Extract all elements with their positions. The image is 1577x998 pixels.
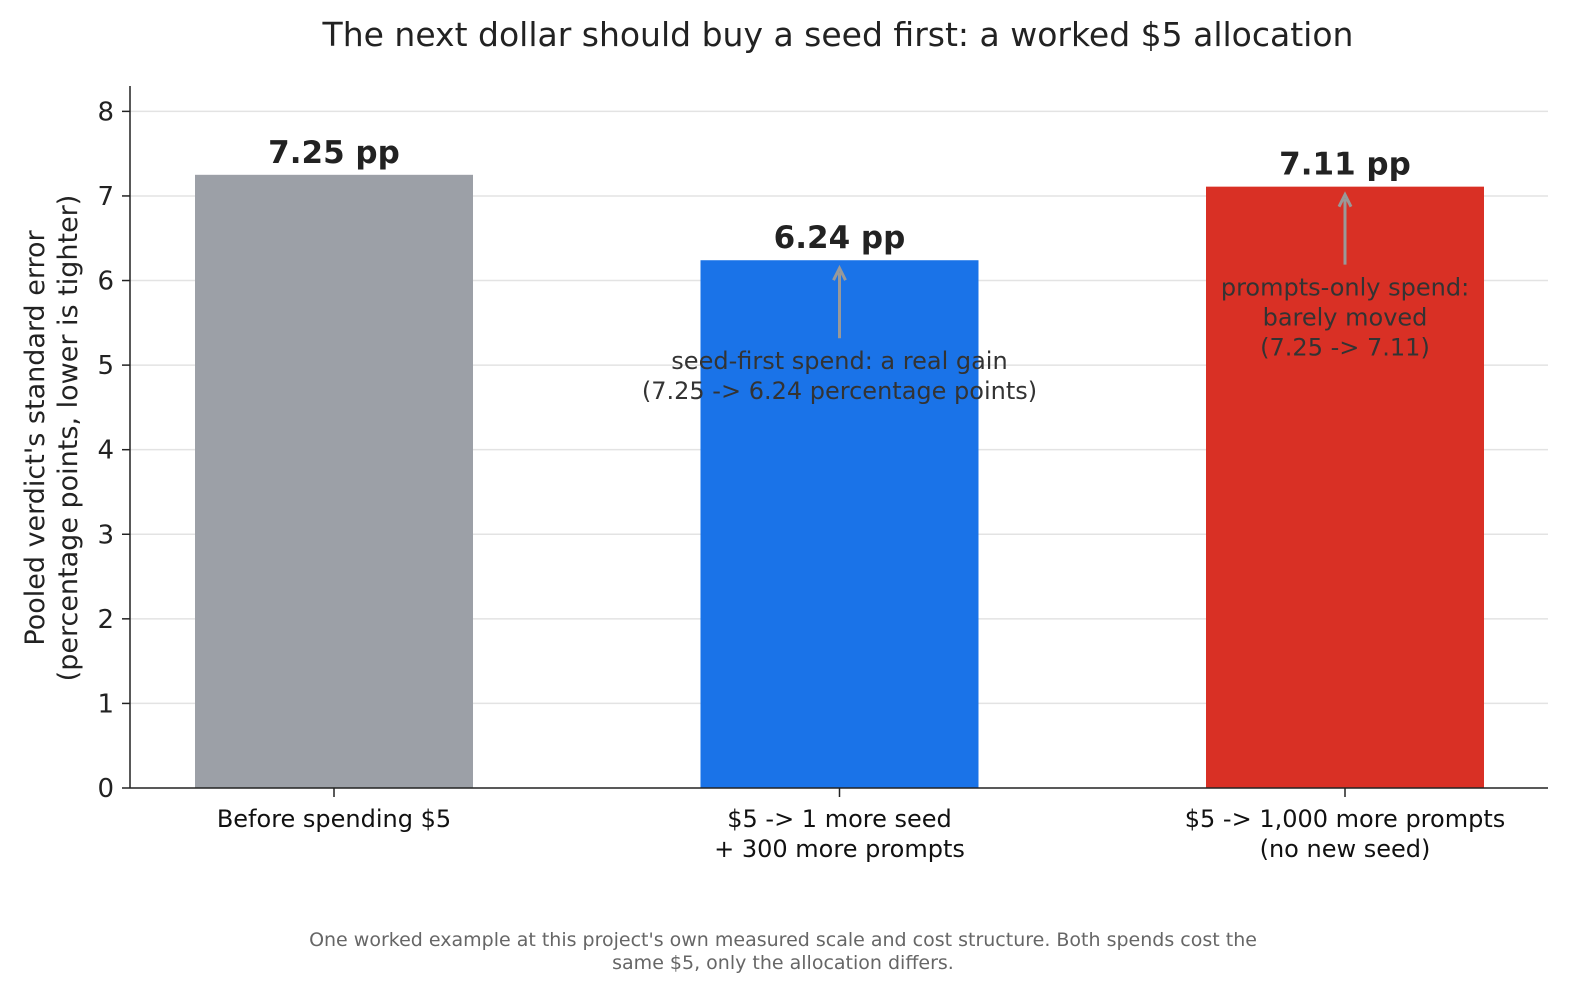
annotation-text-line: barely moved [1263,304,1428,332]
y-tick-label: 6 [97,267,114,297]
annotation-text-line: seed-first spend: a real gain [671,347,1007,375]
y-tick-label: 0 [97,774,114,804]
bar-value-label: 6.24 pp [774,220,906,256]
annotation-arrowhead [832,264,847,281]
y-tick-label: 4 [97,436,114,466]
x-category-label: $5 -> 1 more seed + 300 more prompts [714,805,965,863]
y-tick-label: 3 [97,520,114,550]
bar [1206,186,1484,788]
labels: 0 1 2 3 4 5 6 7 8 7.25 pp Before spending $5 6.24 p… [97,97,1505,863]
annotation-text: prompts-only spend: barely moved (7.25 -> … [1221,274,1469,362]
x-category-label-line: + 300 more prompts [714,835,965,863]
axes [122,86,1548,797]
annotation-text-line: (7.25 -> 6.24 percentage points) [642,377,1037,405]
y-axis-label: Pooled verdict's standard error(percenta… [20,195,84,682]
chart-footnote-line: One worked example at this project's own… [309,929,1257,951]
y-tick-label: 5 [97,351,114,381]
y-tick-label: 7 [97,182,114,212]
chart-title: The next dollar should buy a seed first:… [322,15,1354,54]
x-category-label: Before spending $5 [217,805,451,833]
bar-value-label: 7.11 pp [1279,147,1411,183]
chart-footnote: One worked example at this project's own… [309,929,1257,974]
y-axis-label-line: (percentage points, lower is tighter) [53,195,84,682]
y-tick-label: 2 [97,605,114,635]
annotation-text-line: (7.25 -> 7.11) [1260,334,1430,362]
bar [195,174,473,788]
y-axis-label-line: Pooled verdict's standard error [20,229,51,645]
bar-value-label: 7.25 pp [268,135,400,171]
x-category-label-line: $5 -> 1 more seed [727,805,952,833]
bars [195,174,1484,788]
y-tick-label: 8 [97,97,114,127]
x-category-label: $5 -> 1,000 more prompts (no new seed) [1185,805,1505,863]
chart-footnote-line: same $5, only the allocation differs. [612,952,954,974]
bar [700,260,979,788]
y-tick-label: 1 [97,689,114,719]
x-category-label-line: Before spending $5 [217,805,451,833]
annotation-arrowhead [1337,191,1353,208]
annotation-text: seed-first spend: a real gain (7.25 -> 6.… [642,347,1037,405]
x-category-label-line: (no new seed) [1260,835,1431,863]
x-category-label-line: $5 -> 1,000 more prompts [1185,805,1505,833]
annotation-text-line: prompts-only spend: [1221,274,1469,302]
